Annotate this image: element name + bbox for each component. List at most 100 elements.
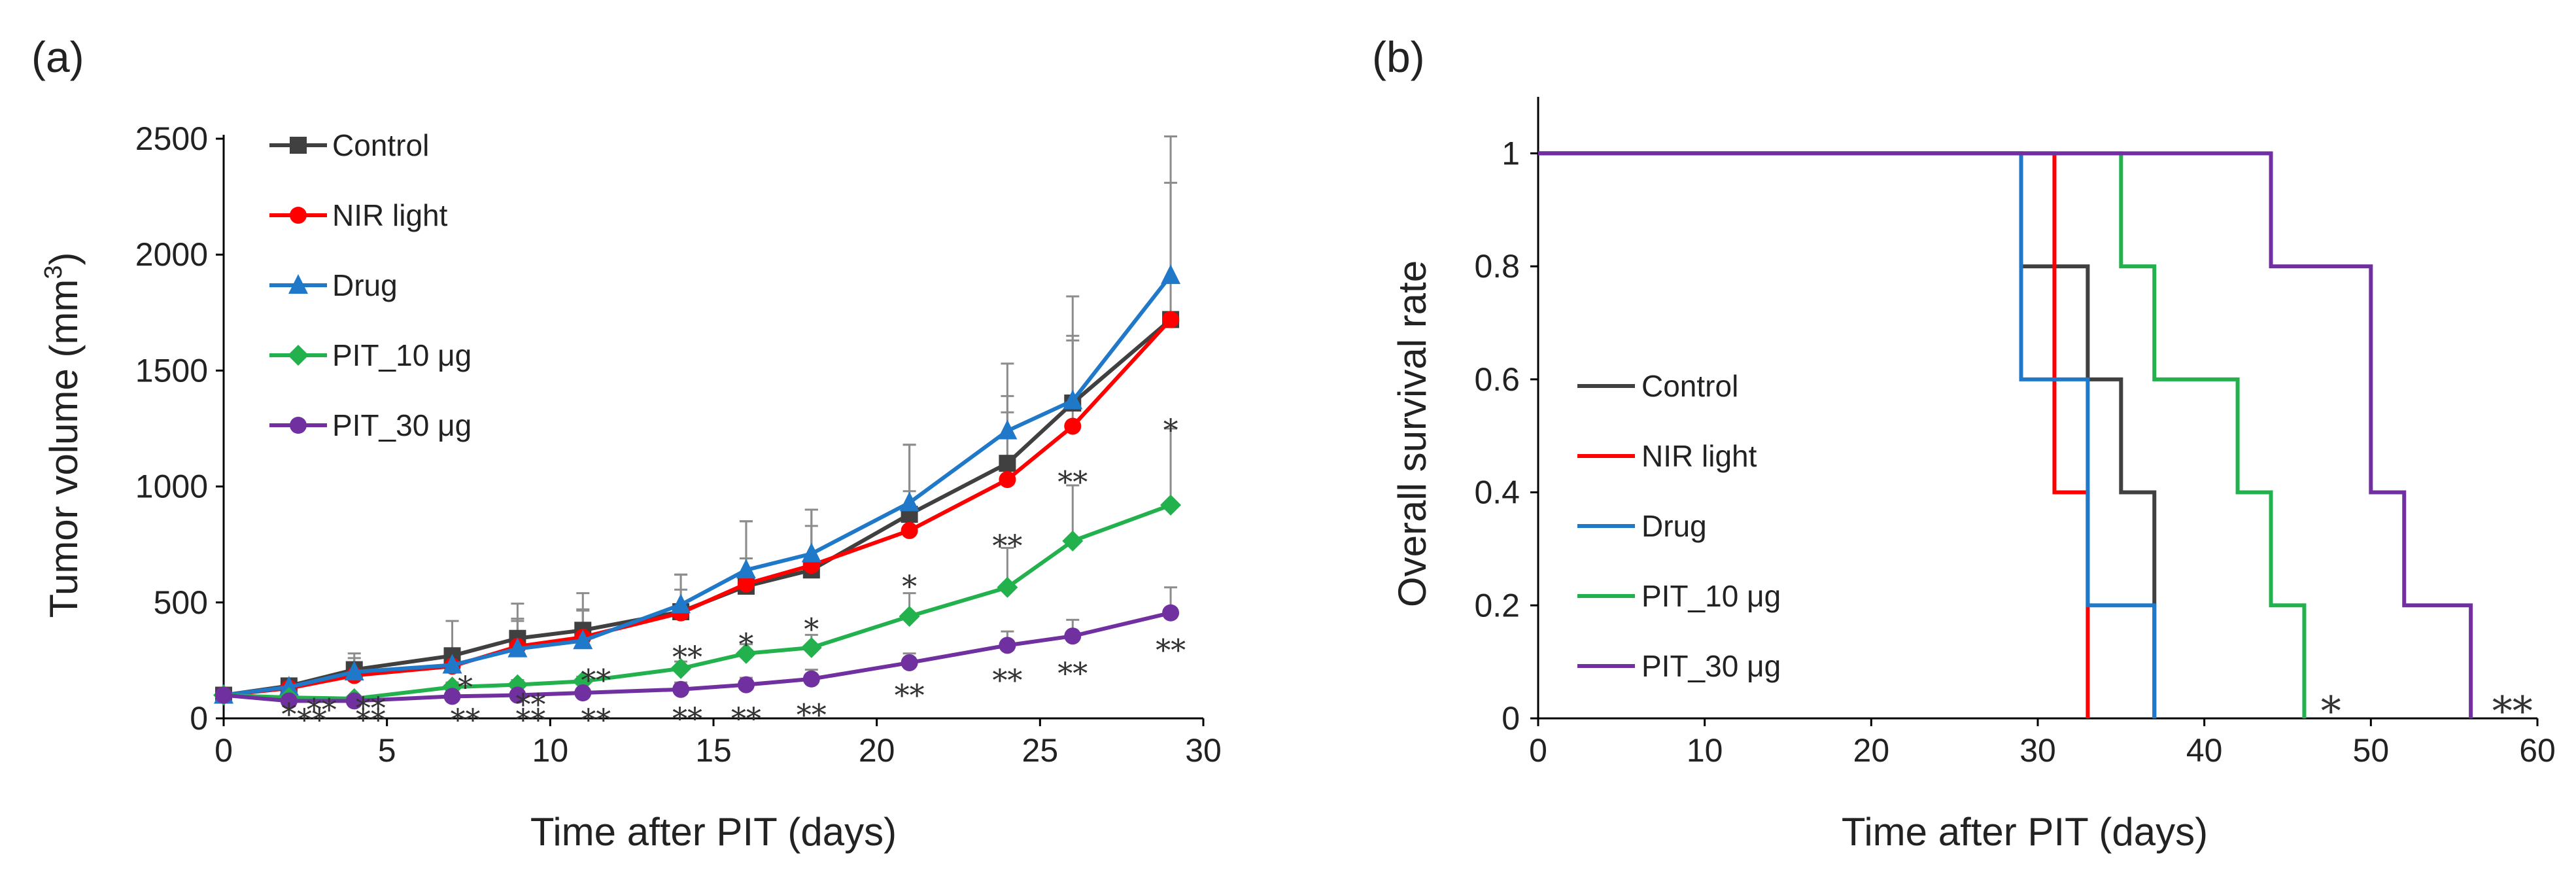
data-point (1064, 417, 1082, 435)
significance-mark: ** (307, 692, 337, 728)
x-tick-label: 60 (2519, 732, 2556, 769)
legend-label: PIT_10 μg (332, 338, 472, 372)
data-point (574, 684, 592, 702)
x-tick-label: 0 (1529, 732, 1547, 769)
data-point (280, 692, 298, 710)
x-axis-title: Time after PIT (days) (530, 810, 897, 854)
significance-mark: ** (581, 663, 611, 698)
x-tick-label: 10 (1687, 732, 1723, 769)
data-point (735, 642, 757, 664)
significance-mark: * (2321, 688, 2341, 735)
significance-mark: ** (672, 701, 702, 736)
data-point (800, 637, 822, 658)
data-point (672, 680, 690, 698)
y-tick-label: 1000 (135, 468, 208, 505)
significance-mark: ** (356, 702, 386, 737)
data-point (1162, 311, 1180, 328)
data-point (999, 455, 1016, 472)
x-tick-label: 20 (859, 732, 895, 769)
significance-mark: ** (451, 702, 481, 737)
significance-annotations: * ** **** ***** ****************************… (281, 412, 1186, 737)
x-tick-label: 30 (1185, 732, 1222, 769)
error-bars-1 (282, 339, 1080, 688)
series-control (1538, 151, 2157, 718)
significance-mark: * (902, 569, 917, 604)
survival-curve (1538, 151, 2307, 718)
data-point (279, 676, 299, 696)
y-axis-title: Tumor volume (mm3) (40, 253, 86, 618)
significance-mark: * (804, 612, 819, 647)
significance-mark: ** (1156, 632, 1186, 667)
significance-mark: ** (515, 687, 545, 722)
data-point (899, 491, 919, 512)
y-tick-label: 2000 (135, 236, 208, 273)
data-point (999, 637, 1016, 654)
error-bars-4 (282, 586, 1178, 701)
significance-mark: ** (672, 639, 702, 675)
series-pit-10-g (1538, 151, 2307, 718)
significance-mark: * (1163, 412, 1178, 448)
data-point (507, 637, 528, 658)
significance-mark: ** (731, 701, 761, 736)
legend-marker (288, 345, 309, 366)
x-tick-label: 0 (215, 732, 233, 769)
legend: Control NIR light Drug PIT_10 μg PIT_30 μg (1577, 369, 1781, 683)
data-point (573, 629, 593, 650)
data-point (737, 676, 755, 694)
y-tick-label: 0 (1502, 700, 1520, 737)
significance-mark: ** (356, 690, 386, 726)
series-nir-light (1538, 151, 2090, 718)
significance-mark: ** (515, 702, 545, 737)
x-tick-label: 25 (1022, 732, 1059, 769)
data-point (344, 661, 364, 681)
legend-label: PIT_30 μg (332, 408, 472, 442)
panel-a-label: (a) (31, 33, 84, 81)
significance-mark: ** (1057, 656, 1088, 691)
legend-label: PIT_30 μg (1641, 649, 1781, 683)
data-point (443, 688, 461, 705)
x-tick-label: 50 (2353, 732, 2390, 769)
legend-label: NIR light (332, 198, 448, 232)
data-point (801, 542, 821, 563)
y-tick-label: 500 (154, 584, 208, 621)
survival-curve (1538, 151, 2157, 718)
significance-mark: ** (797, 697, 827, 733)
legend-marker (290, 137, 307, 154)
legend-label: Drug (332, 268, 398, 302)
x-tick-label: 30 (2019, 732, 2056, 769)
x-axis-title: Time after PIT (days) (1842, 810, 2208, 854)
data-point (737, 575, 755, 593)
y-tick-label: 0 (190, 700, 208, 737)
significance-mark: * (738, 627, 753, 662)
y-tick-label: 1 (1502, 135, 1520, 171)
series-drug (214, 264, 1181, 704)
significance-mark: ** (1057, 465, 1088, 500)
significance-mark: * (281, 697, 296, 732)
data-point (999, 470, 1016, 488)
data-point (736, 559, 756, 579)
data-point (901, 521, 918, 539)
x-tick-label: 20 (1853, 732, 1890, 769)
series-pit-30-g (1538, 151, 2473, 718)
y-axis-title-text: Tumor volume (mm (42, 279, 86, 618)
panel-b-label: (b) (1372, 33, 1425, 81)
x-tick-label: 10 (532, 732, 569, 769)
data-point (997, 576, 1018, 598)
legend-label: Control (1641, 369, 1738, 403)
x-tick-label: 5 (378, 732, 396, 769)
legend-label: Control (332, 128, 429, 162)
significance-mark: ** (992, 663, 1022, 698)
significance-mark: ** (297, 702, 327, 737)
legend: Control NIR light Drug PIT_10 μg PIT_30 μg (269, 128, 472, 442)
data-point (345, 692, 363, 710)
y-tick-label: 2500 (135, 120, 208, 157)
data-point (1162, 604, 1180, 622)
significance-annotations: * ** (2321, 688, 2533, 735)
y-tick-label: 0.2 (1474, 587, 1520, 623)
data-point (899, 606, 920, 627)
data-point (1160, 494, 1182, 516)
survival-curve (1538, 151, 2090, 718)
data-point (1064, 627, 1082, 645)
y-axis-title-close: ) (42, 253, 86, 266)
